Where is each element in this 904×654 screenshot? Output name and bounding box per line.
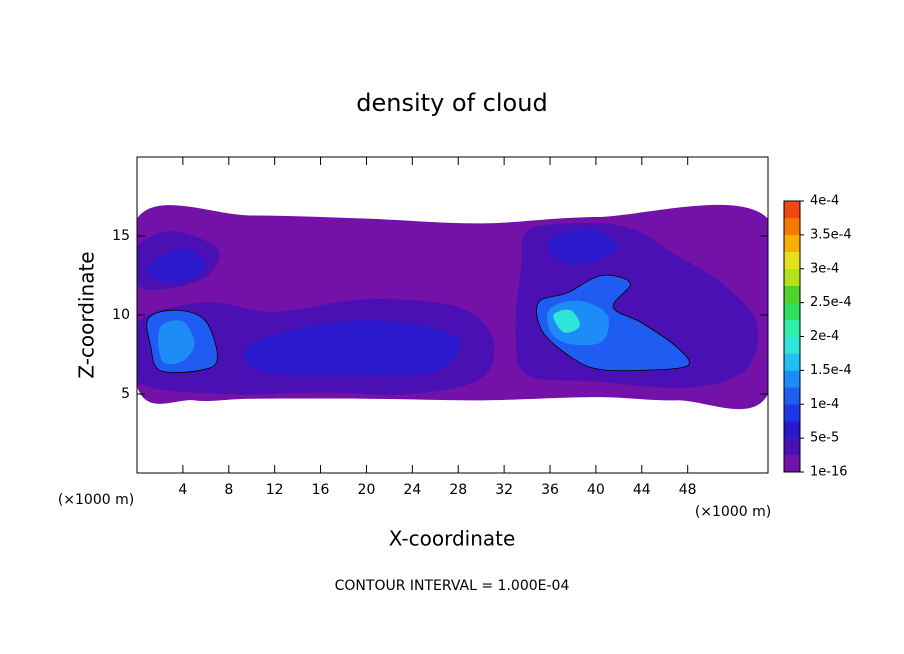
x-tick-label: 48 <box>679 482 697 498</box>
colorbar-band <box>784 302 800 320</box>
colorbar-band <box>784 370 800 388</box>
contour-region <box>536 275 690 371</box>
x-tick-label: 12 <box>266 482 284 498</box>
x-tick-label: 20 <box>358 482 376 498</box>
x-tick-label: 4 <box>178 482 187 498</box>
x-tick-label: 36 <box>541 482 559 498</box>
colorbar-band <box>784 285 800 303</box>
colorbar-band <box>784 217 800 236</box>
colorbar-tick-label: 1.5e-4 <box>810 363 852 378</box>
x-tick-label: 40 <box>587 482 605 498</box>
x-unit-left: (×1000 m) <box>58 492 134 508</box>
contour-line <box>146 309 218 373</box>
colorbar-tick-label: 3e-4 <box>810 261 839 276</box>
x-axis-label: X-coordinate <box>389 527 516 551</box>
colorbar-band <box>784 251 800 270</box>
contour-field <box>137 204 768 410</box>
x-tick-label: 24 <box>403 482 421 498</box>
x-tick-label: 16 <box>312 482 330 498</box>
colorbar-band <box>784 421 800 439</box>
x-unit-right: (×1000 m) <box>695 504 771 520</box>
y-axis-label: Z-coordinate <box>75 251 99 378</box>
colorbar-tick-label: 2.5e-4 <box>810 295 852 310</box>
colorbar-tick-label: 5e-5 <box>810 431 839 446</box>
colorbar-tick-label: 3.5e-4 <box>810 227 852 242</box>
colorbar-band <box>784 455 800 473</box>
x-tick-label: 32 <box>495 482 513 498</box>
colorbar-tick-label: 1e-16 <box>810 465 848 480</box>
colorbar-band <box>784 234 800 253</box>
colorbar-band <box>784 404 800 422</box>
colorbar-tick-label: 4e-4 <box>810 194 839 209</box>
colorbar-tick-label: 1e-4 <box>810 397 839 412</box>
colorbar-band <box>784 353 800 371</box>
colorbar-band <box>784 268 800 286</box>
contour-line <box>536 274 690 372</box>
footnote: CONTOUR INTERVAL = 1.000E-04 <box>335 578 570 594</box>
contour-region <box>547 229 619 265</box>
x-tick-label: 8 <box>224 482 233 498</box>
colorbar-tick-label: 2e-4 <box>810 329 839 344</box>
contour-region <box>158 320 195 365</box>
colorbar-band <box>784 336 800 354</box>
contour-region <box>146 248 206 282</box>
colorbar-band <box>784 201 800 219</box>
x-tick-label: 28 <box>449 482 467 498</box>
y-tick-label: 10 <box>112 307 130 323</box>
y-tick-label: 15 <box>112 228 130 244</box>
chart-title: density of cloud <box>356 89 547 117</box>
y-tick-label: 5 <box>121 386 130 402</box>
contour-region <box>553 309 580 333</box>
contour-region <box>242 320 461 376</box>
x-tick-label: 44 <box>633 482 651 498</box>
colorbar-band <box>784 319 800 337</box>
colorbar-band <box>784 387 800 405</box>
colorbar-band <box>784 438 800 456</box>
